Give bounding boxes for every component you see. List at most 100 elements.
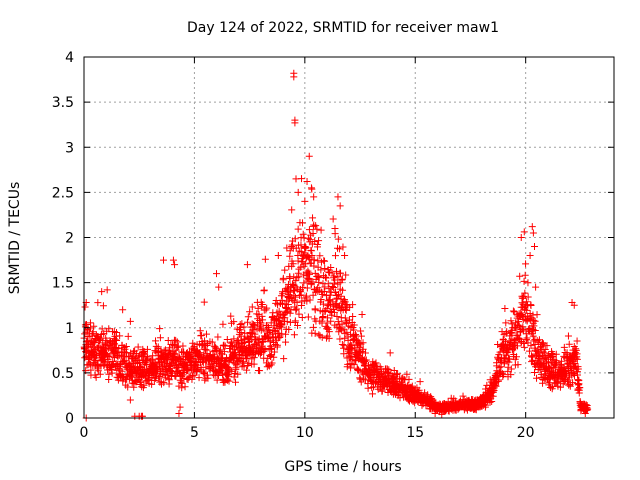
data-point — [331, 230, 339, 238]
data-point — [541, 345, 549, 353]
data-point — [134, 343, 142, 351]
data-point — [294, 257, 302, 265]
data-point — [290, 331, 298, 339]
data-point — [526, 315, 534, 323]
data-point — [342, 271, 350, 279]
data-point — [190, 371, 198, 379]
data-point — [501, 305, 509, 313]
data-point — [500, 371, 508, 379]
data-point — [525, 347, 533, 355]
data-point — [295, 310, 303, 318]
data-point — [302, 294, 310, 302]
data-point — [318, 333, 326, 341]
data-point — [524, 279, 532, 287]
data-point — [532, 283, 540, 291]
data-point — [220, 341, 228, 349]
data-point — [105, 325, 113, 333]
data-point — [340, 325, 348, 333]
data-point — [247, 330, 255, 338]
data-point — [517, 311, 525, 319]
data-point — [245, 359, 253, 367]
data-point — [234, 370, 242, 378]
data-point — [350, 321, 358, 329]
data-point — [292, 306, 300, 314]
data-point — [352, 331, 360, 339]
data-point — [322, 273, 330, 281]
data-point — [240, 323, 248, 331]
data-point — [219, 320, 227, 328]
data-point — [357, 327, 365, 335]
data-point — [231, 370, 239, 378]
data-point — [521, 271, 529, 279]
data-point — [322, 274, 330, 282]
data-point — [572, 354, 580, 362]
data-point — [279, 274, 287, 282]
data-point — [115, 344, 123, 352]
data-point — [324, 280, 332, 288]
data-point — [213, 270, 220, 278]
data-point — [566, 382, 574, 390]
data-point — [551, 364, 559, 372]
data-point — [99, 302, 107, 310]
data-point — [263, 304, 271, 312]
data-point — [504, 363, 512, 371]
data-point — [223, 363, 231, 371]
data-point — [134, 353, 142, 361]
x-tick-label: 20 — [517, 425, 535, 441]
data-point — [200, 298, 208, 306]
data-point — [574, 376, 582, 384]
data-point — [329, 215, 337, 223]
data-point — [314, 243, 322, 251]
data-point — [189, 339, 197, 347]
data-point — [428, 395, 436, 403]
data-point — [124, 383, 132, 391]
data-point — [569, 379, 577, 387]
data-point — [431, 409, 439, 417]
data-point — [188, 372, 196, 380]
data-point — [294, 225, 302, 233]
data-point — [306, 296, 314, 304]
data-point — [383, 365, 391, 373]
data-point — [521, 289, 529, 297]
data-point — [557, 360, 565, 368]
data-point — [572, 345, 580, 353]
data-point — [349, 301, 357, 309]
data-point — [274, 316, 282, 324]
data-point — [284, 301, 292, 309]
data-point — [177, 378, 185, 386]
data-point — [327, 317, 335, 325]
data-point — [508, 329, 516, 337]
data-point — [325, 334, 333, 342]
y-axis-label: SRMTID / TECUs — [7, 182, 23, 295]
data-point — [213, 376, 221, 384]
data-point — [90, 338, 98, 346]
data-point — [459, 392, 467, 400]
data-point — [324, 324, 332, 332]
data-point — [237, 324, 245, 332]
data-point — [169, 256, 177, 264]
y-tick-label: 2.5 — [52, 185, 74, 201]
data-point — [539, 340, 547, 348]
data-point — [126, 396, 134, 404]
x-tick-label: 5 — [190, 425, 199, 441]
data-point — [258, 312, 266, 320]
data-point — [515, 318, 523, 326]
data-point — [281, 300, 289, 308]
data-points — [80, 69, 592, 422]
data-point — [270, 353, 278, 361]
data-point — [310, 262, 318, 270]
data-point — [111, 336, 119, 344]
data-point — [176, 403, 184, 411]
data-point — [98, 325, 106, 333]
data-point — [315, 274, 323, 282]
data-point — [322, 292, 330, 300]
data-point — [557, 357, 565, 365]
data-point — [94, 367, 102, 375]
data-point — [523, 334, 531, 342]
data-point — [217, 346, 225, 354]
data-point — [575, 376, 583, 384]
data-point — [336, 202, 344, 210]
data-point — [250, 360, 258, 368]
data-point — [244, 313, 252, 321]
data-point — [336, 335, 344, 343]
